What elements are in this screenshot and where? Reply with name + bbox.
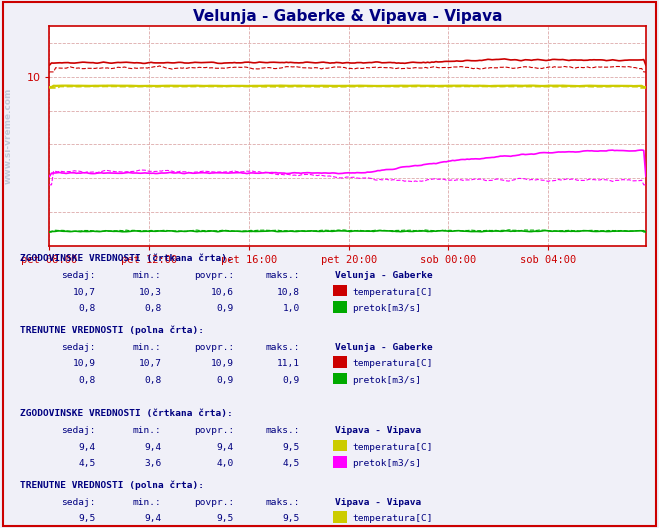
Text: 9,4: 9,4 (144, 514, 161, 523)
Text: min.:: min.: (132, 498, 161, 507)
Text: 10,7: 10,7 (138, 359, 161, 369)
Text: 9,4: 9,4 (217, 443, 234, 452)
Text: 9,4: 9,4 (78, 443, 96, 452)
Text: 10,8: 10,8 (277, 288, 300, 297)
Text: povpr.:: povpr.: (194, 343, 234, 352)
Text: temperatura[C]: temperatura[C] (353, 514, 433, 523)
Text: min.:: min.: (132, 426, 161, 435)
Text: temperatura[C]: temperatura[C] (353, 288, 433, 297)
Text: maks.:: maks.: (266, 271, 300, 280)
Text: 9,5: 9,5 (283, 443, 300, 452)
Text: povpr.:: povpr.: (194, 426, 234, 435)
Text: temperatura[C]: temperatura[C] (353, 443, 433, 452)
Text: Vipava - Vipava: Vipava - Vipava (335, 498, 421, 507)
Text: pretok[m3/s]: pretok[m3/s] (353, 459, 422, 468)
Text: maks.:: maks.: (266, 343, 300, 352)
Text: 10,9: 10,9 (72, 359, 96, 369)
Text: 10,3: 10,3 (138, 288, 161, 297)
Text: min.:: min.: (132, 343, 161, 352)
Text: TRENUTNE VREDNOSTI (polna črta):: TRENUTNE VREDNOSTI (polna črta): (20, 325, 204, 335)
Text: min.:: min.: (132, 271, 161, 280)
Text: 11,1: 11,1 (277, 359, 300, 369)
Text: 9,5: 9,5 (78, 514, 96, 523)
Text: 0,9: 0,9 (283, 376, 300, 385)
Text: 4,5: 4,5 (78, 459, 96, 468)
Text: 0,8: 0,8 (78, 376, 96, 385)
Text: TRENUTNE VREDNOSTI (polna črta):: TRENUTNE VREDNOSTI (polna črta): (20, 480, 204, 489)
Text: ZGODOVINSKE VREDNOSTI (črtkana črta):: ZGODOVINSKE VREDNOSTI (črtkana črta): (20, 409, 233, 418)
Text: sedaj:: sedaj: (61, 426, 96, 435)
Text: maks.:: maks.: (266, 426, 300, 435)
Text: 0,8: 0,8 (78, 304, 96, 313)
Text: 4,0: 4,0 (217, 459, 234, 468)
Text: 0,8: 0,8 (144, 376, 161, 385)
Text: 1,0: 1,0 (283, 304, 300, 313)
Text: sedaj:: sedaj: (61, 343, 96, 352)
Text: 3,6: 3,6 (144, 459, 161, 468)
Text: 9,5: 9,5 (283, 514, 300, 523)
Text: maks.:: maks.: (266, 498, 300, 507)
Text: povpr.:: povpr.: (194, 498, 234, 507)
Text: 0,9: 0,9 (217, 376, 234, 385)
Text: pretok[m3/s]: pretok[m3/s] (353, 304, 422, 313)
Text: 10,9: 10,9 (211, 359, 234, 369)
Text: sedaj:: sedaj: (61, 271, 96, 280)
Text: sedaj:: sedaj: (61, 498, 96, 507)
Title: Velunja - Gaberke & Vipava - Vipava: Velunja - Gaberke & Vipava - Vipava (193, 9, 502, 24)
Text: Velunja - Gaberke: Velunja - Gaberke (335, 343, 432, 352)
Text: 4,5: 4,5 (283, 459, 300, 468)
Text: 0,8: 0,8 (144, 304, 161, 313)
Text: 10,6: 10,6 (211, 288, 234, 297)
Text: Vipava - Vipava: Vipava - Vipava (335, 426, 421, 435)
Text: 10,7: 10,7 (72, 288, 96, 297)
Text: 0,9: 0,9 (217, 304, 234, 313)
Text: 9,5: 9,5 (217, 514, 234, 523)
Text: pretok[m3/s]: pretok[m3/s] (353, 376, 422, 385)
Text: povpr.:: povpr.: (194, 271, 234, 280)
Text: ZGODOVINSKE VREDNOSTI (črtkana črta):: ZGODOVINSKE VREDNOSTI (črtkana črta): (20, 254, 233, 263)
Text: www.si-vreme.com: www.si-vreme.com (4, 88, 13, 184)
Text: Velunja - Gaberke: Velunja - Gaberke (335, 271, 432, 280)
Text: 9,4: 9,4 (144, 443, 161, 452)
Text: temperatura[C]: temperatura[C] (353, 359, 433, 369)
